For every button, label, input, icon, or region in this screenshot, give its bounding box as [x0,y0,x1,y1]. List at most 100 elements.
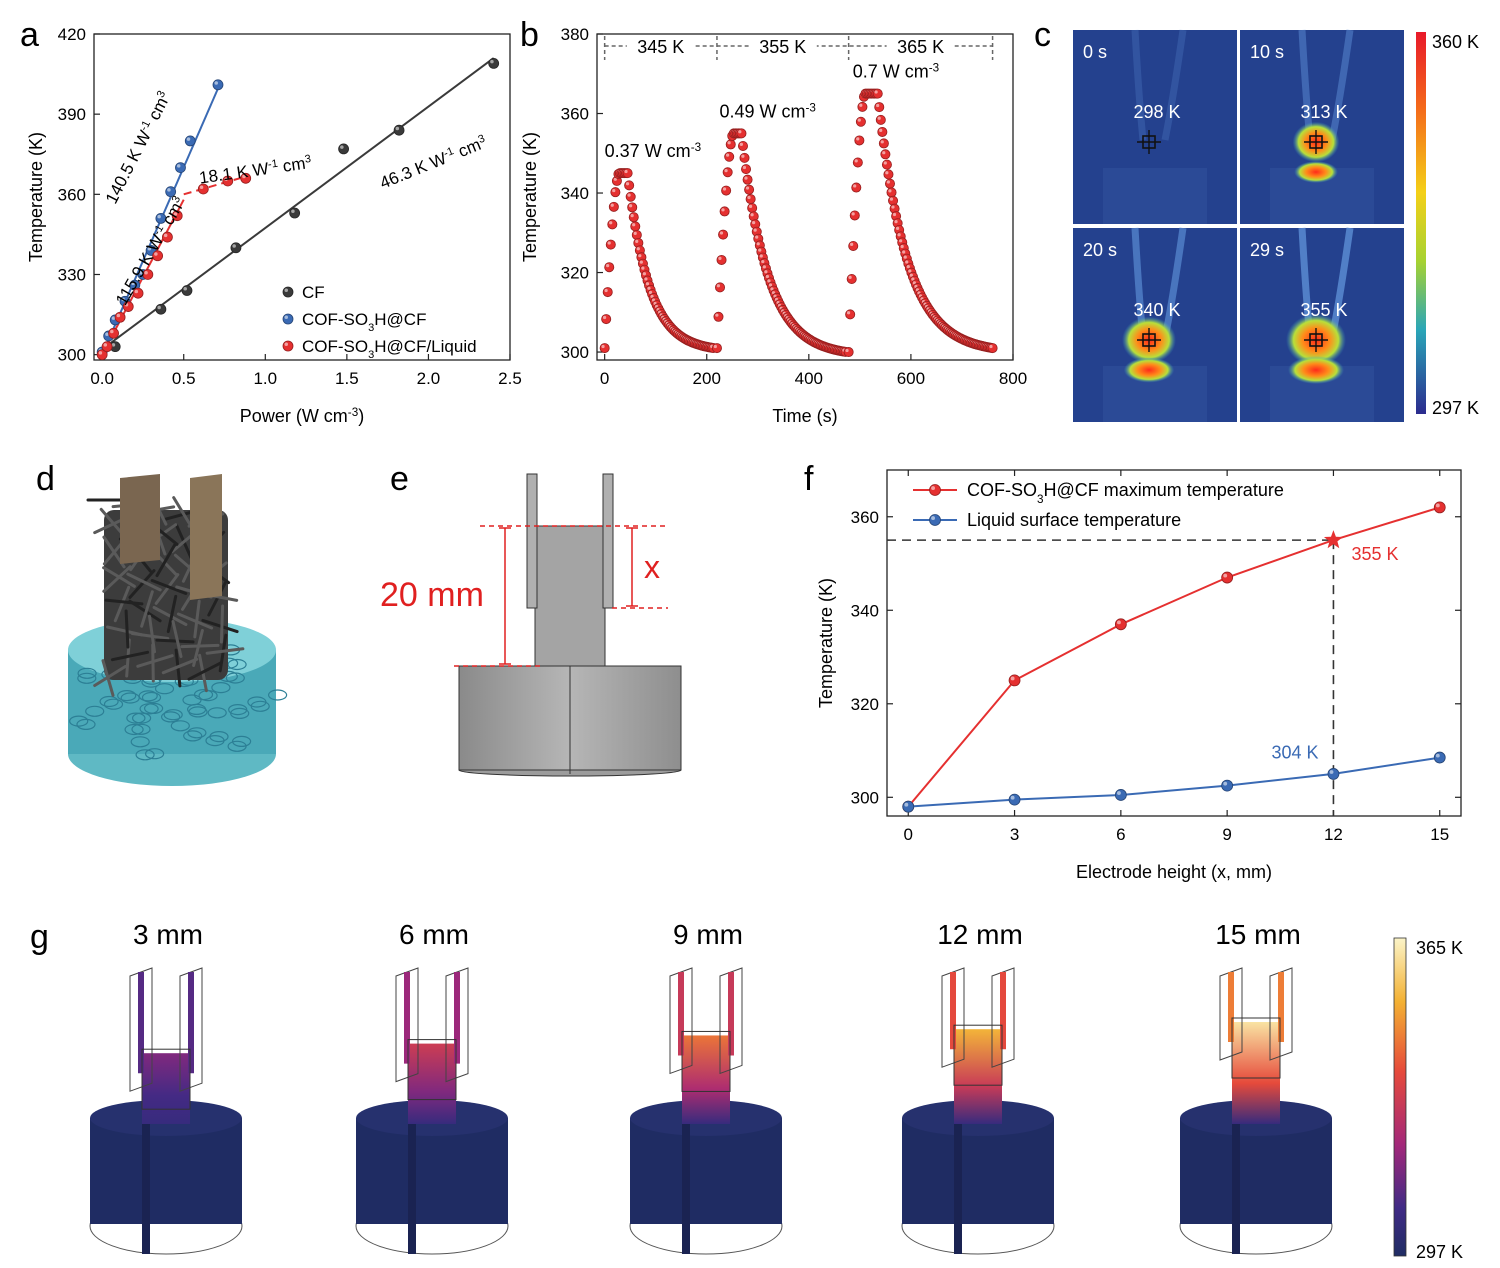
panel-label-e: e [390,460,409,498]
foam-cell [193,688,214,701]
foam-cell [145,748,165,760]
b-point-cycle-2-highlight [885,171,889,175]
b-point-cycle-1 [713,311,724,322]
b-ytick-label: 320 [561,264,589,283]
a-point-series-2-highlight [163,233,168,238]
thermal-temp-label-3: 355 K [1300,300,1347,320]
b-point-cycle-2 [987,343,998,354]
a-xlabel: Power (W cm-3) [240,406,364,427]
a-point-series-1-highlight [176,164,181,168]
foam-cell [183,730,203,742]
b-point-cycle-2 [880,149,891,160]
b-point-cycle-0 [601,314,612,325]
foam-cell [99,695,119,708]
b-point-cycle-1-highlight [727,141,731,145]
foam-cell [124,723,144,736]
a-point-series-1-highlight [147,246,152,251]
f-ytick-label: 300 [851,788,879,807]
a-ytick-label: 300 [58,346,86,365]
b-point-cycle-0-highlight [650,294,654,299]
f-point-series-0 [1114,618,1127,631]
a-point-series-2-highlight [98,351,103,355]
b-xtick-label: 200 [693,369,721,388]
b-point-cycle-2-highlight [886,180,890,184]
sim-height-label-0: 3 mm [133,919,203,950]
sim-felt-column [954,1029,1002,1124]
b-point-cycle-1 [721,185,732,196]
a-ytick-label: 390 [58,105,86,124]
b-point-cycle-1-highlight [744,176,748,180]
b-point-cycle-0 [624,180,635,191]
b-point-cycle-2-highlight [851,212,855,216]
carbon-fiber [207,581,227,617]
foam-cell [228,703,248,716]
electrode-plate-left [120,474,160,564]
b-point-cycle-0-highlight [606,263,610,268]
carbon-fiber [110,650,150,662]
b-point-cycle-2-highlight [845,348,849,353]
a-ylabel: Temperature (K) [26,132,46,262]
b-point-cycle-1 [739,152,750,163]
f-xtick-label: 9 [1222,825,1231,844]
b-point-cycle-1 [715,282,726,293]
thermal-wire-right [1161,29,1187,141]
carbon-fiber [124,609,130,649]
sim-felt-outline [1231,1017,1281,1079]
carbon-fiber [154,573,180,605]
carbon-fiber [201,618,239,634]
sim-felt-column [408,1043,456,1124]
b-point-cycle-0-highlight [604,288,608,293]
thermal-temp-label-1: 313 K [1300,102,1347,122]
foam-cell [187,703,207,716]
b-point-cycle-1-highlight [764,270,768,274]
foam-cell [154,683,175,695]
b-point-cycle-1-highlight [756,242,760,246]
f-point-series-1 [1327,768,1340,780]
f-ytick-label: 340 [851,601,879,620]
a-point-series-1-highlight [167,188,171,192]
thermal-hotspot-lower [1294,161,1338,183]
b-ytick-label: 340 [561,184,589,203]
sim-felt-outline [141,1048,191,1110]
f-point-series-1 [1433,751,1446,764]
b-point-cycle-1-highlight [716,284,721,288]
thermal-frame-1: 10 s 313 K [1240,29,1404,224]
thermal-frame-2: 20 s 340 K [1073,227,1237,422]
b-point-cycle-2-highlight [911,277,915,281]
panel-g-simulation-renders: 3 mm 6 mm 9 mm 12 mm 15 mm 365 K 297 K [89,919,1463,1262]
a-point-series-0-highlight [232,244,236,248]
b-xtick-label: 800 [999,369,1027,388]
a-legend-marker-2-highlight [284,342,288,346]
a-point-series-2 [101,341,113,353]
foam-cell [130,736,150,748]
b-point-cycle-2-highlight [900,244,904,249]
b-point-cycle-1-highlight [718,256,722,260]
panel-label-a: a [20,16,39,54]
sim-electrode-frame-1 [1269,967,1293,1061]
b-point-cycle-0-highlight [638,254,642,258]
a-legend-label-0: CF [302,283,325,302]
b-point-cycle-2 [883,169,894,180]
b-setpoint-label-0: 345 K [637,37,684,57]
b-point-cycle-1-highlight [765,274,770,279]
b-point-cycle-0 [602,287,613,298]
b-point-cycle-1-highlight [748,204,753,208]
electrode-plate-right [190,474,222,600]
b-point-cycle-2 [886,187,897,198]
b-point-cycle-0 [604,262,615,273]
f-xtick-label: 15 [1430,825,1449,844]
thermal-hotspot-lower [1123,357,1175,383]
foam-cell [232,735,252,748]
a-point-series-0 [155,303,167,315]
f-point-series-0-highlight [1223,573,1228,578]
b-point-cycle-2 [872,88,883,99]
b-point-cycle-1-highlight [742,165,747,170]
carbon-fiber [155,638,195,644]
foam-cell [120,692,140,704]
b-xtick-label: 0 [600,369,609,388]
b-point-cycle-1-highlight [750,213,754,217]
a-point-series-2-highlight [224,177,228,181]
b-point-cycle-1 [736,128,747,139]
f-point-series-1 [902,800,915,813]
b-point-cycle-2-highlight [909,273,913,277]
